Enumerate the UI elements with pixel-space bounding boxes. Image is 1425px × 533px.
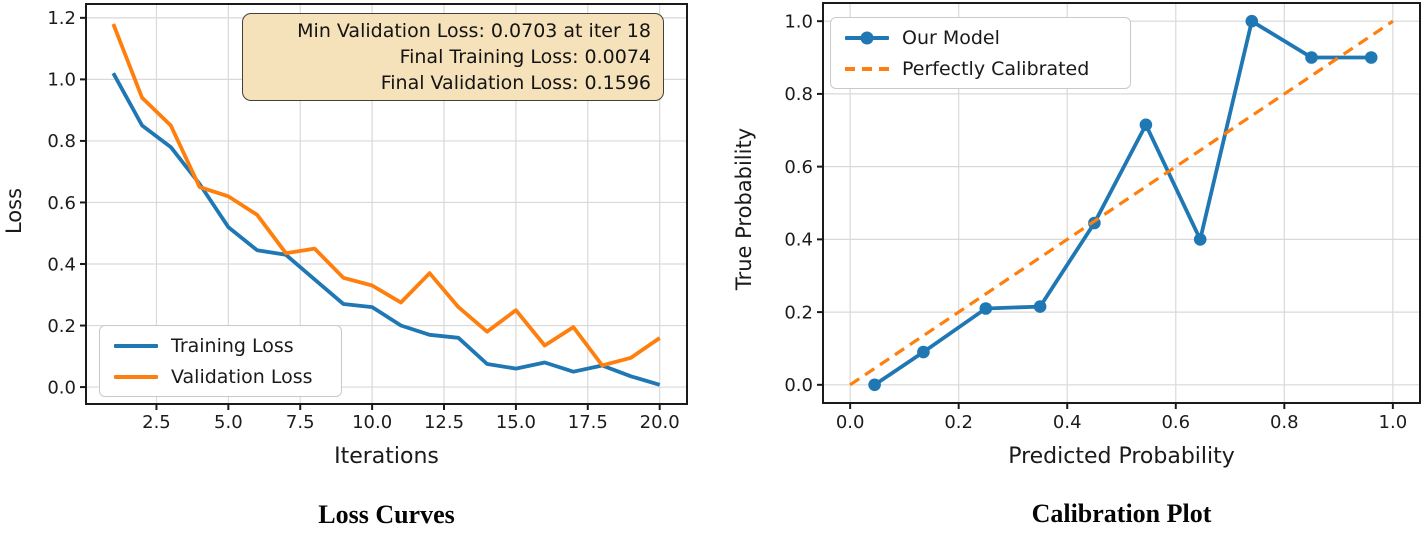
x-tick-label: 0.2: [944, 412, 973, 433]
axes-spines: [85, 3, 688, 405]
data-point-marker: [1193, 233, 1207, 246]
annotation-final-training-loss: Final Training Loss: 0.0074: [399, 46, 651, 68]
y-tick-label: 0.8: [47, 131, 76, 152]
calibration-plot-area: 0.0 0.2 0.4 0.6 0.8 1.0 0.0 0.2 0.4 0.6 0.8 1.0: [784, 2, 1421, 433]
y-tick-label: 0.0: [47, 377, 76, 398]
legend-label-our-model: Our Model: [902, 26, 1000, 49]
y-tick-label: 0.0: [784, 375, 813, 396]
chart-title-loss-curves: Loss Curves: [318, 500, 455, 529]
annotation-min-validation-loss: Min Validation Loss: 0.0703 at iter 18: [297, 20, 651, 42]
calibration-legend: Our Model Perfectly Calibrated: [830, 17, 1131, 89]
y-tick-label: 1.0: [47, 70, 76, 91]
legend-item-validation-loss: Validation Loss: [114, 366, 327, 388]
data-point-marker: [1364, 51, 1378, 64]
axes-spines: [822, 2, 1421, 404]
legend-label-validation-loss: Validation Loss: [171, 365, 313, 388]
legend-item-training-loss: Training Loss: [114, 335, 327, 357]
validation-loss-line-sample: [114, 370, 158, 384]
y-axis-label-true-probability: True Probability: [732, 127, 756, 291]
x-tick-label: 20.0: [640, 412, 680, 433]
x-tick-label: 2.5: [142, 412, 171, 433]
series-line-our-model: [873, 19, 1372, 387]
y-tick-label: 0.6: [784, 157, 813, 178]
data-point-marker: [1245, 14, 1259, 28]
y-tick-label: 0.6: [47, 193, 76, 214]
data-point-marker: [917, 345, 930, 359]
legend-item-perfectly-calibrated: Perfectly Calibrated: [845, 58, 1116, 80]
y-tick-label: 0.2: [47, 316, 76, 337]
chart-title-calibration-plot: Calibration Plot: [1031, 499, 1212, 528]
series-line-training-loss: [111, 72, 661, 387]
x-axis-label-iterations: Iterations: [334, 444, 439, 469]
calibration-plot-figure: 0.0 0.2 0.4 0.6 0.8 1.0 0.0 0.2 0.4 0.6 0.8 1.0 Tru…: [712, 0, 1425, 533]
x-tick-label: 0.0: [836, 412, 865, 433]
y-axis-label-loss: Loss: [2, 187, 26, 235]
x-tick-label: 17.5: [568, 412, 608, 433]
x-tick-label: 0.8: [1270, 412, 1299, 433]
data-point-marker: [868, 378, 881, 392]
y-tick-label: 0.4: [47, 254, 76, 275]
our-model-line-sample: [845, 31, 889, 45]
y-tick-label: 0.2: [784, 302, 813, 323]
data-point-marker: [1139, 118, 1153, 132]
x-tick-label: 1.0: [1379, 412, 1408, 433]
data-point-marker: [979, 302, 993, 315]
loss-legend: Training Loss Validation Loss: [99, 325, 342, 397]
x-tick-label: 5.0: [214, 412, 243, 433]
y-tick-label: 1.0: [784, 12, 813, 33]
x-tick-label: 0.4: [1053, 412, 1082, 433]
annotation-final-validation-loss: Final Validation Loss: 0.1596: [380, 72, 651, 94]
perfectly-calibrated-line-sample: [845, 62, 889, 76]
y-tick-label: 0.4: [784, 230, 813, 251]
x-tick-label: 10.0: [352, 412, 392, 433]
x-axis-label-predicted-probability: Predicted Probability: [1008, 444, 1235, 469]
data-point-marker: [1033, 300, 1047, 313]
legend-item-our-model: Our Model: [845, 27, 1116, 49]
y-tick-label: 1.2: [47, 8, 76, 29]
legend-label-perfectly-calibrated: Perfectly Calibrated: [902, 57, 1090, 80]
x-tick-label: 0.6: [1161, 412, 1190, 433]
series-line-perfectly-calibrated: [849, 19, 1394, 387]
training-loss-line-sample: [114, 339, 158, 353]
x-tick-label: 7.5: [286, 412, 315, 433]
loss-curves-figure: 2.5 5.0 7.5 10.0 12.5 15.0 17.5 20.0 0.0 0.2 0.4 0.…: [0, 0, 710, 533]
data-point-marker: [1305, 51, 1318, 64]
y-tick-label: 0.8: [784, 84, 813, 105]
x-tick-label: 12.5: [424, 412, 464, 433]
x-tick-label: 15.0: [496, 412, 536, 433]
legend-label-training-loss: Training Loss: [171, 334, 294, 357]
series-line-validation-loss: [111, 23, 661, 368]
stats-annotation-box: Min Validation Loss: 0.0703 at iter 18 F…: [242, 13, 664, 101]
